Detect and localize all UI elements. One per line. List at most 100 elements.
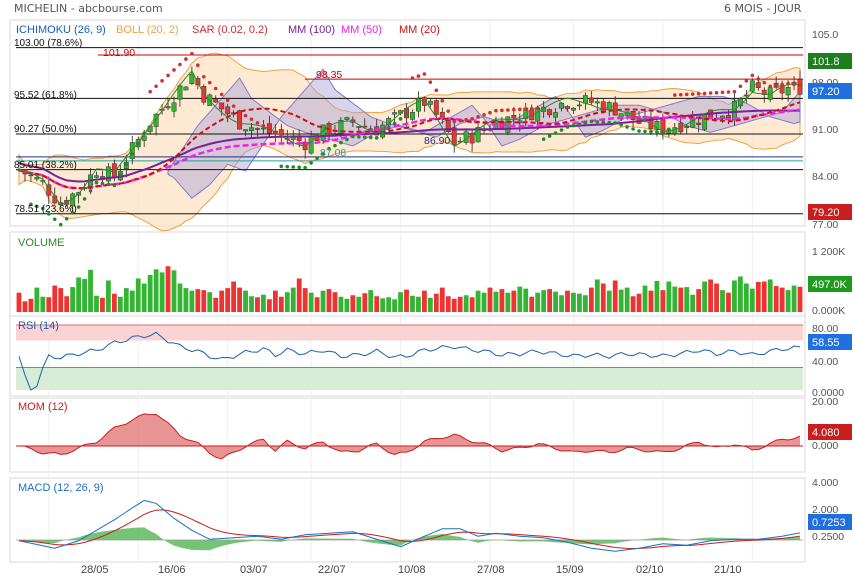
y-tick-label: 2.000 <box>812 504 838 516</box>
volume-bar <box>362 293 368 312</box>
sar-dot <box>58 222 63 227</box>
sar-dot <box>762 80 767 85</box>
sar-dot <box>440 98 445 103</box>
sar-dot <box>106 182 111 187</box>
volume-bar <box>702 281 708 312</box>
fibonacci-label: 103.00 (78.6%) <box>14 38 82 49</box>
volume-bar <box>749 288 755 312</box>
sar-dot <box>52 217 57 222</box>
volume-bar <box>159 272 165 312</box>
annotation-label: 86.90 <box>424 135 450 147</box>
sar-dot <box>100 181 105 186</box>
candle-body <box>392 112 398 115</box>
sar-dot <box>410 76 415 80</box>
sar-dot <box>553 131 558 135</box>
sar-dot <box>362 135 367 139</box>
sar-dot <box>583 121 588 125</box>
x-tick-label: 10/08 <box>398 564 426 576</box>
sar-dot <box>291 165 296 169</box>
fibonacci-label: 95.52 (61.8%) <box>14 90 77 101</box>
sar-dot <box>631 127 635 131</box>
volume-bar <box>129 290 135 312</box>
volume-bar <box>463 295 469 312</box>
sar-dot <box>446 109 451 113</box>
volume-bar <box>791 285 797 312</box>
volume-bar <box>511 290 517 312</box>
sar-dot <box>225 98 230 103</box>
volume-bar <box>296 278 302 312</box>
sar-dot <box>64 216 69 221</box>
sar-dot <box>750 73 755 78</box>
sar-dot <box>756 77 761 81</box>
sar-dot <box>637 129 641 133</box>
sar-dot <box>643 129 647 134</box>
sar-dot <box>380 131 385 135</box>
sar-dot <box>678 92 683 97</box>
sar-dot <box>309 161 313 165</box>
volume-bar <box>70 287 76 312</box>
sar-dot <box>190 51 194 56</box>
page-title: MICHELIN - abcbourse.com <box>14 2 163 15</box>
sar-dot <box>428 80 433 84</box>
sar-dot <box>613 121 617 125</box>
y-tick-label: 4.000 <box>812 477 838 489</box>
volume-bar <box>654 280 660 312</box>
volume-bar <box>445 296 451 312</box>
label-layer: ICHIMOKU (26, 9) BOLL (20, 2) SAR (0.02, 0… <box>14 24 852 576</box>
volume-bar <box>64 296 70 312</box>
sar-dot <box>243 113 248 118</box>
rsi-title: RSI (14) <box>18 320 59 332</box>
rsi-oversold-zone <box>16 367 803 390</box>
volume-bar <box>660 290 666 312</box>
sar-dot <box>237 110 242 114</box>
candle-body <box>213 98 219 103</box>
volume-bar <box>678 287 684 312</box>
volume-bar <box>404 289 409 312</box>
candle-body <box>433 100 439 115</box>
sar-dot <box>267 127 272 131</box>
volume-bar <box>356 296 362 312</box>
volume-bar <box>350 295 356 312</box>
volume-bar <box>58 288 64 312</box>
bollinger-band <box>18 52 801 232</box>
sar-dot <box>523 107 528 111</box>
candle-body <box>475 127 481 143</box>
sar-dot <box>571 123 576 128</box>
sar-dot <box>708 91 713 95</box>
volume-bar <box>398 292 403 312</box>
sar-dot <box>333 143 337 148</box>
volume-bar <box>523 288 529 312</box>
volume-bar <box>481 292 487 312</box>
volume-bar <box>153 269 159 312</box>
y-tick-label: 0.0000 <box>812 387 844 399</box>
volume-bar <box>344 298 350 312</box>
volume-bar <box>487 287 493 312</box>
mm50-line <box>18 108 801 190</box>
period-label: 6 MOIS - JOUR <box>724 2 802 15</box>
volume-bar <box>249 296 254 312</box>
sar-dot <box>207 80 212 85</box>
macd-line <box>18 499 801 552</box>
sar-dot <box>166 73 170 78</box>
volume-bar <box>571 292 576 312</box>
volume-bar <box>284 292 290 312</box>
sar-dot <box>625 125 629 129</box>
volume-bar <box>147 274 153 312</box>
sar-dot <box>702 91 707 96</box>
rsi-line <box>18 331 801 391</box>
volume-bar <box>34 287 40 312</box>
sar-dot <box>148 89 152 94</box>
sar-dot <box>124 162 129 167</box>
value-tag-text: 497.0K <box>812 279 848 291</box>
value-tag <box>808 514 852 530</box>
volume-bar <box>439 287 445 312</box>
volume-bar <box>618 289 624 312</box>
sar-dot <box>744 79 749 83</box>
candle-body <box>189 73 195 85</box>
sar-dot <box>589 119 594 124</box>
volume-bar <box>499 289 505 312</box>
volume-bar <box>606 290 612 312</box>
candle-body <box>278 129 284 136</box>
sar-dot <box>458 118 462 123</box>
sar-dot <box>297 165 302 170</box>
